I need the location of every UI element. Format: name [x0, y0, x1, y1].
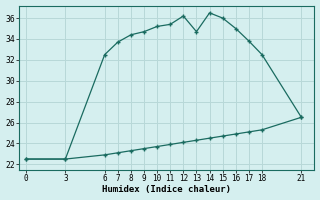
X-axis label: Humidex (Indice chaleur): Humidex (Indice chaleur) [102, 185, 231, 194]
